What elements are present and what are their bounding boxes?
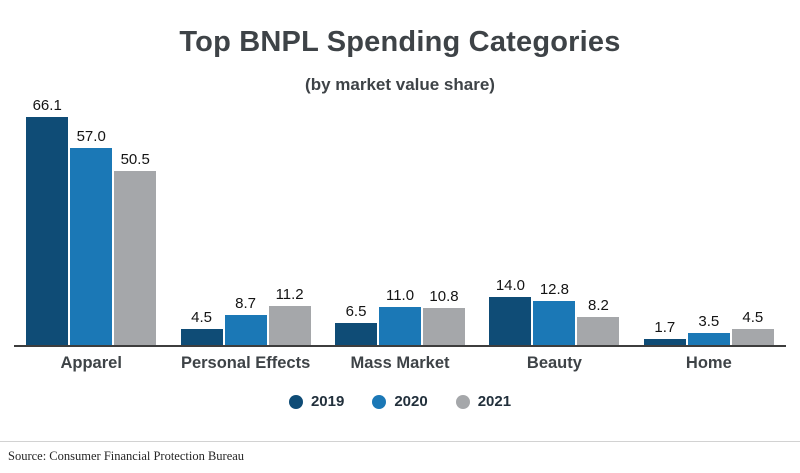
bar-group-home: 1.7 3.5 4.5 <box>632 309 786 345</box>
bar-value-label: 50.5 <box>120 151 150 168</box>
bar-value-label: 4.5 <box>191 309 213 326</box>
bar-2019 <box>643 339 686 345</box>
legend-item-2019: 2019 <box>288 393 345 410</box>
bar-group-personal-effects: 4.5 8.7 11.2 <box>168 286 322 345</box>
category-label: Beauty <box>526 354 582 372</box>
bar-2019 <box>180 329 223 345</box>
bar-value-label: 8.2 <box>587 297 609 314</box>
bar-2019 <box>489 297 532 345</box>
bar-2021 <box>423 308 466 345</box>
category-axis: Apparel Personal Effects Mass Market Beauty… <box>14 347 786 373</box>
legend-dot-2020 <box>372 394 387 409</box>
bar-value-label: 1.7 <box>654 319 676 336</box>
bar-value-label: 11.2 <box>275 286 304 303</box>
bar-with-label: 10.8 <box>423 288 466 345</box>
bar-value-label: 12.8 <box>539 281 570 298</box>
bar-value-label: 66.1 <box>32 97 62 114</box>
bar-with-label: 12.8 <box>533 281 576 345</box>
category-label: Mass Market <box>350 354 450 372</box>
source-text: Source: Consumer Financial Protection Bu… <box>8 449 245 463</box>
bar-2020 <box>379 307 422 345</box>
bar-2021 <box>731 329 774 345</box>
legend-label: 2019 <box>310 393 345 410</box>
bar-2020 <box>224 315 267 345</box>
bar-with-label: 57.0 <box>70 128 113 345</box>
bar-2021 <box>577 317 620 345</box>
bar-with-label: 6.5 <box>335 303 378 345</box>
legend-dot-2019 <box>288 394 303 409</box>
bar-group-mass-market: 6.5 11.0 10.8 <box>323 287 477 345</box>
bar-value-label: 14.0 <box>495 277 526 294</box>
bar-value-label: 3.5 <box>698 313 720 330</box>
bar-with-label: 50.5 <box>114 151 157 345</box>
category-label: Apparel <box>60 354 122 372</box>
legend-item-2021: 2021 <box>455 393 512 410</box>
bar-2019 <box>335 323 378 345</box>
legend: 2019 2020 2021 <box>0 393 800 410</box>
bar-value-label: 8.7 <box>235 295 257 312</box>
bar-2021 <box>268 306 311 345</box>
bar-group-beauty: 14.0 12.8 8.2 <box>477 277 631 345</box>
bar-with-label: 11.0 <box>379 287 422 345</box>
bar-2020 <box>687 333 730 345</box>
bar-value-label: 11.0 <box>385 287 415 304</box>
legend-label: 2021 <box>477 393 512 410</box>
bar-with-label: 11.2 <box>268 286 311 345</box>
category-label: Personal Effects <box>180 354 311 372</box>
bar-value-label: 4.5 <box>742 309 764 326</box>
category-label: Home <box>685 354 732 372</box>
bar-2021 <box>114 171 157 345</box>
bar-with-label: 66.1 <box>26 97 69 345</box>
bar-2020 <box>70 148 113 345</box>
chart-subtitle: (by market value share) <box>305 75 495 94</box>
bar-with-label: 3.5 <box>687 313 730 345</box>
bar-with-label: 4.5 <box>180 309 223 345</box>
bar-2019 <box>26 117 69 345</box>
bar-with-label: 4.5 <box>731 309 774 345</box>
legend-dot-2021 <box>455 394 470 409</box>
bar-with-label: 14.0 <box>489 277 532 345</box>
plot-area: 66.1 57.0 50.5 4.5 8.7 11.2 6.5 11.0 10.8 14.0 12.… <box>14 95 786 347</box>
bar-value-label: 57.0 <box>76 128 106 145</box>
bar-with-label: 1.7 <box>643 319 686 345</box>
bar-with-label: 8.7 <box>224 295 267 345</box>
bar-value-label: 6.5 <box>345 303 367 320</box>
legend-label: 2020 <box>394 393 428 410</box>
bar-group-apparel: 66.1 57.0 50.5 <box>14 97 168 345</box>
bar-2020 <box>533 301 576 345</box>
legend-item-2020: 2020 <box>372 393 428 410</box>
bar-value-label: 10.8 <box>429 288 459 305</box>
footer: Source: Consumer Financial Protection Bu… <box>0 441 800 473</box>
bar-with-label: 8.2 <box>577 297 620 345</box>
chart-title: Top BNPL Spending Categories <box>179 26 621 58</box>
